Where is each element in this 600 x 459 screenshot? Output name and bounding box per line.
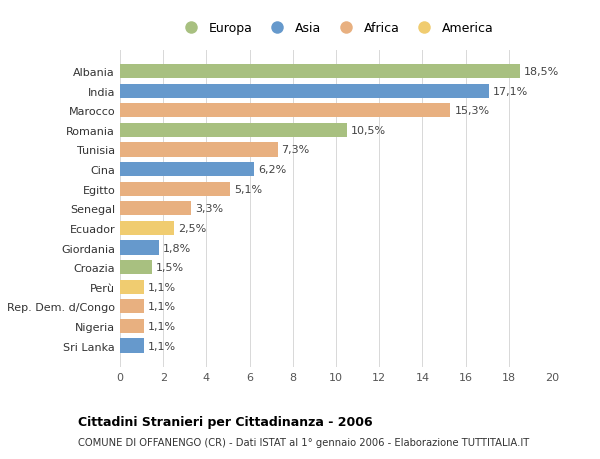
Text: 10,5%: 10,5%: [350, 126, 386, 135]
Bar: [120, 241, 159, 255]
Bar: [120, 202, 191, 216]
Bar: [120, 143, 278, 157]
Text: 17,1%: 17,1%: [493, 86, 529, 96]
Bar: [120, 162, 254, 177]
Bar: [120, 182, 230, 196]
Bar: [120, 104, 451, 118]
Bar: [120, 339, 144, 353]
Text: 18,5%: 18,5%: [523, 67, 559, 77]
Text: 15,3%: 15,3%: [454, 106, 490, 116]
Bar: [120, 221, 174, 235]
Text: 7,3%: 7,3%: [281, 145, 310, 155]
Text: 1,1%: 1,1%: [148, 341, 176, 351]
Text: 2,5%: 2,5%: [178, 224, 206, 233]
Bar: [120, 300, 144, 313]
Text: 1,1%: 1,1%: [148, 321, 176, 331]
Bar: [120, 84, 490, 99]
Bar: [120, 280, 144, 294]
Text: 1,1%: 1,1%: [148, 282, 176, 292]
Text: 1,1%: 1,1%: [148, 302, 176, 312]
Text: COMUNE DI OFFANENGO (CR) - Dati ISTAT al 1° gennaio 2006 - Elaborazione TUTTITAL: COMUNE DI OFFANENGO (CR) - Dati ISTAT al…: [78, 437, 529, 447]
Text: 5,1%: 5,1%: [234, 185, 262, 194]
Text: 1,8%: 1,8%: [163, 243, 191, 253]
Legend: Europa, Asia, Africa, America: Europa, Asia, Africa, America: [178, 22, 494, 35]
Bar: [120, 65, 520, 79]
Text: 3,3%: 3,3%: [195, 204, 223, 214]
Text: 1,5%: 1,5%: [156, 263, 184, 273]
Text: Cittadini Stranieri per Cittadinanza - 2006: Cittadini Stranieri per Cittadinanza - 2…: [78, 415, 373, 428]
Bar: [120, 319, 144, 333]
Text: 6,2%: 6,2%: [258, 165, 286, 175]
Bar: [120, 260, 152, 274]
Bar: [120, 123, 347, 138]
